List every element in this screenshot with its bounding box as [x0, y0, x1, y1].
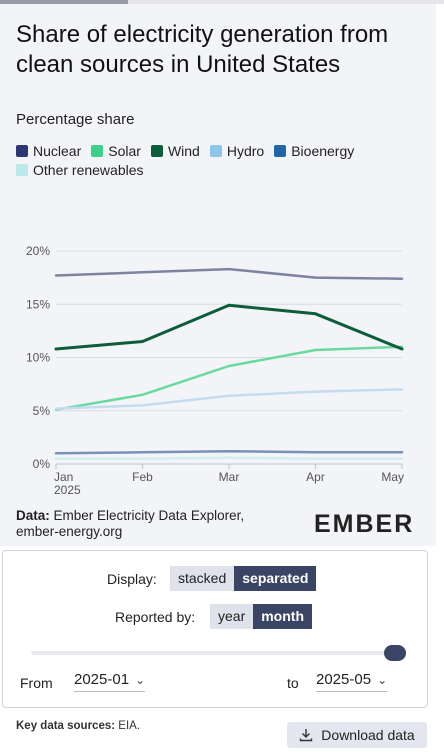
- from-select-value: 2025-01: [74, 671, 130, 688]
- legend-item-nuclear[interactable]: Nuclear: [16, 142, 81, 160]
- legend-swatch: [16, 164, 28, 176]
- x-tick-label: Feb: [132, 470, 153, 484]
- display-label: Display:: [107, 571, 157, 587]
- key-sources-value: EIA.: [118, 720, 141, 732]
- key-sources-label: Key data sources:: [16, 720, 116, 732]
- legend-swatch: [91, 145, 104, 157]
- legend-label: Bioenergy: [291, 143, 355, 159]
- source-url[interactable]: ember-energy.org: [16, 524, 123, 539]
- legend-swatch: [209, 145, 222, 157]
- series-line-wind: [54, 303, 404, 351]
- chevron-down-icon: ⌄: [135, 673, 146, 687]
- chevron-down-icon: ⌄: [377, 673, 388, 687]
- display-toggle: stacked separated: [170, 566, 317, 591]
- from-select[interactable]: 2025-01 ⌄: [74, 671, 146, 692]
- legend-swatch: [150, 145, 163, 157]
- chart-controls: Display: stacked separated Reported by: y…: [2, 550, 428, 708]
- y-tick-label: 15%: [26, 297, 50, 311]
- y-tick-label: 10%: [26, 351, 50, 365]
- top-progress-fill: [0, 0, 128, 4]
- series-line-solar: [54, 345, 404, 411]
- legend-label: Solar: [108, 143, 141, 159]
- y-tick-label: 20%: [26, 244, 50, 258]
- x-tick-label: Apr: [306, 470, 325, 484]
- key-data-sources: Key data sources: EIA.: [16, 720, 140, 732]
- y-tick-label: 0%: [33, 457, 51, 471]
- from-label: From: [20, 675, 53, 691]
- x-tick-label: Jan: [54, 470, 73, 484]
- chart-card: Share of electricity generation from cle…: [0, 4, 436, 546]
- chart-title: Share of electricity generation from cle…: [16, 21, 389, 78]
- x-tick-sublabel: 2025: [54, 483, 81, 497]
- chart-legend: Nuclear Solar Wind Hydro Bioenergy Other rene…: [16, 142, 426, 180]
- y-tick-label: 5%: [33, 404, 51, 418]
- download-data-button[interactable]: Download data: [287, 722, 427, 748]
- display-option-separated[interactable]: separated: [234, 566, 317, 591]
- to-label: to: [287, 675, 299, 691]
- series-line-hydro: [54, 388, 404, 410]
- chart-subtitle: Percentage share: [16, 111, 135, 128]
- date-range-slider-track[interactable]: [31, 651, 401, 655]
- legend-swatch: [274, 145, 287, 157]
- reported-option-month[interactable]: month: [253, 604, 312, 629]
- download-icon: [300, 729, 313, 742]
- reported-option-year[interactable]: year: [210, 604, 254, 629]
- series-line-nuclear: [54, 267, 404, 280]
- to-select[interactable]: 2025-05 ⌄: [316, 671, 388, 692]
- legend-swatch: [16, 145, 28, 157]
- reported-by-label: Reported by:: [115, 609, 196, 625]
- legend-label: Wind: [167, 143, 200, 159]
- date-range-slider-handle[interactable]: [384, 645, 406, 661]
- source-label: Data:: [16, 508, 50, 523]
- legend-item-solar[interactable]: Solar: [91, 142, 141, 160]
- download-label: Download data: [321, 727, 415, 743]
- legend-item-wind[interactable]: Wind: [150, 142, 200, 160]
- legend-item-bioenergy[interactable]: Bioenergy: [274, 142, 354, 160]
- top-progress-bar: [0, 0, 444, 4]
- legend-label: Other renewables: [33, 162, 144, 178]
- legend-label: Nuclear: [33, 143, 82, 159]
- reported-by-toggle: year month: [210, 604, 312, 629]
- series-line-other-renewables: [54, 456, 404, 460]
- data-source: Data: Ember Electricity Data Explorer, e…: [16, 508, 244, 540]
- legend-label: Hydro: [226, 143, 265, 159]
- line-chart: 0% 5% 10% 15% 20% Jan Feb Mar Apr May 2025: [26, 244, 404, 497]
- x-tick-label: Mar: [219, 470, 240, 484]
- ember-logo: EMBER: [314, 510, 415, 538]
- display-option-stacked[interactable]: stacked: [170, 566, 235, 591]
- legend-item-hydro[interactable]: Hydro: [209, 142, 265, 160]
- source-text: Ember Electricity Data Explorer,: [53, 508, 245, 523]
- x-tick-label: May: [381, 470, 404, 484]
- series-line-bioenergy: [54, 449, 404, 455]
- legend-item-other-renewables[interactable]: Other renewables: [16, 161, 144, 179]
- to-select-value: 2025-05: [316, 671, 372, 688]
